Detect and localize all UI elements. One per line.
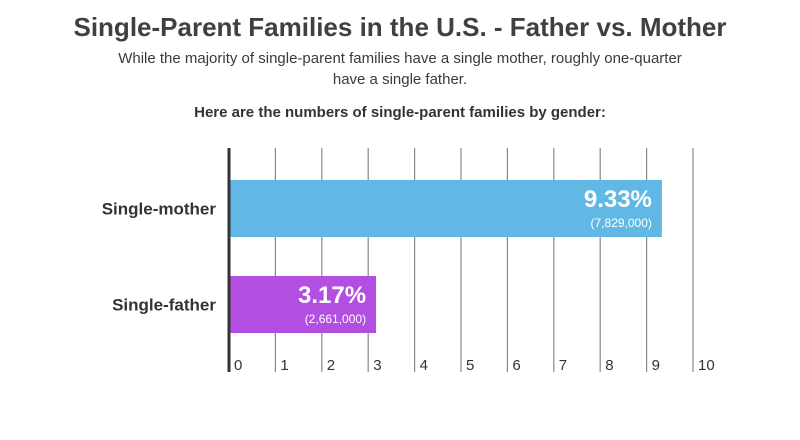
count-label: (2,661,000) [305,312,366,326]
tick-label: 8 [605,357,613,374]
tick-label: 1 [280,357,288,374]
chart-intro: Here are the numbers of single-parent fa… [194,104,606,121]
data-label: 9.33% [584,186,652,213]
tick-label: 4 [420,357,428,374]
chart-subtitle: While the majority of single-parent fami… [118,50,682,88]
bar [230,276,377,333]
tick-label: 5 [466,357,474,374]
count-label: (7,829,000) [591,216,652,230]
tick-label: 0 [234,357,242,374]
tick-label: 2 [327,357,335,374]
tick-label: 10 [698,357,715,374]
tick-label: 7 [559,357,567,374]
category-label: Single-mother [102,200,217,219]
tick-label: 3 [373,357,381,374]
data-label: 3.17% [298,282,366,309]
tick-label: 9 [652,357,660,374]
bar [230,180,662,237]
chart-title: Single-Parent Families in the U.S. - Fat… [73,12,727,42]
category-label: Single-father [112,296,216,315]
tick-label: 6 [512,357,520,374]
